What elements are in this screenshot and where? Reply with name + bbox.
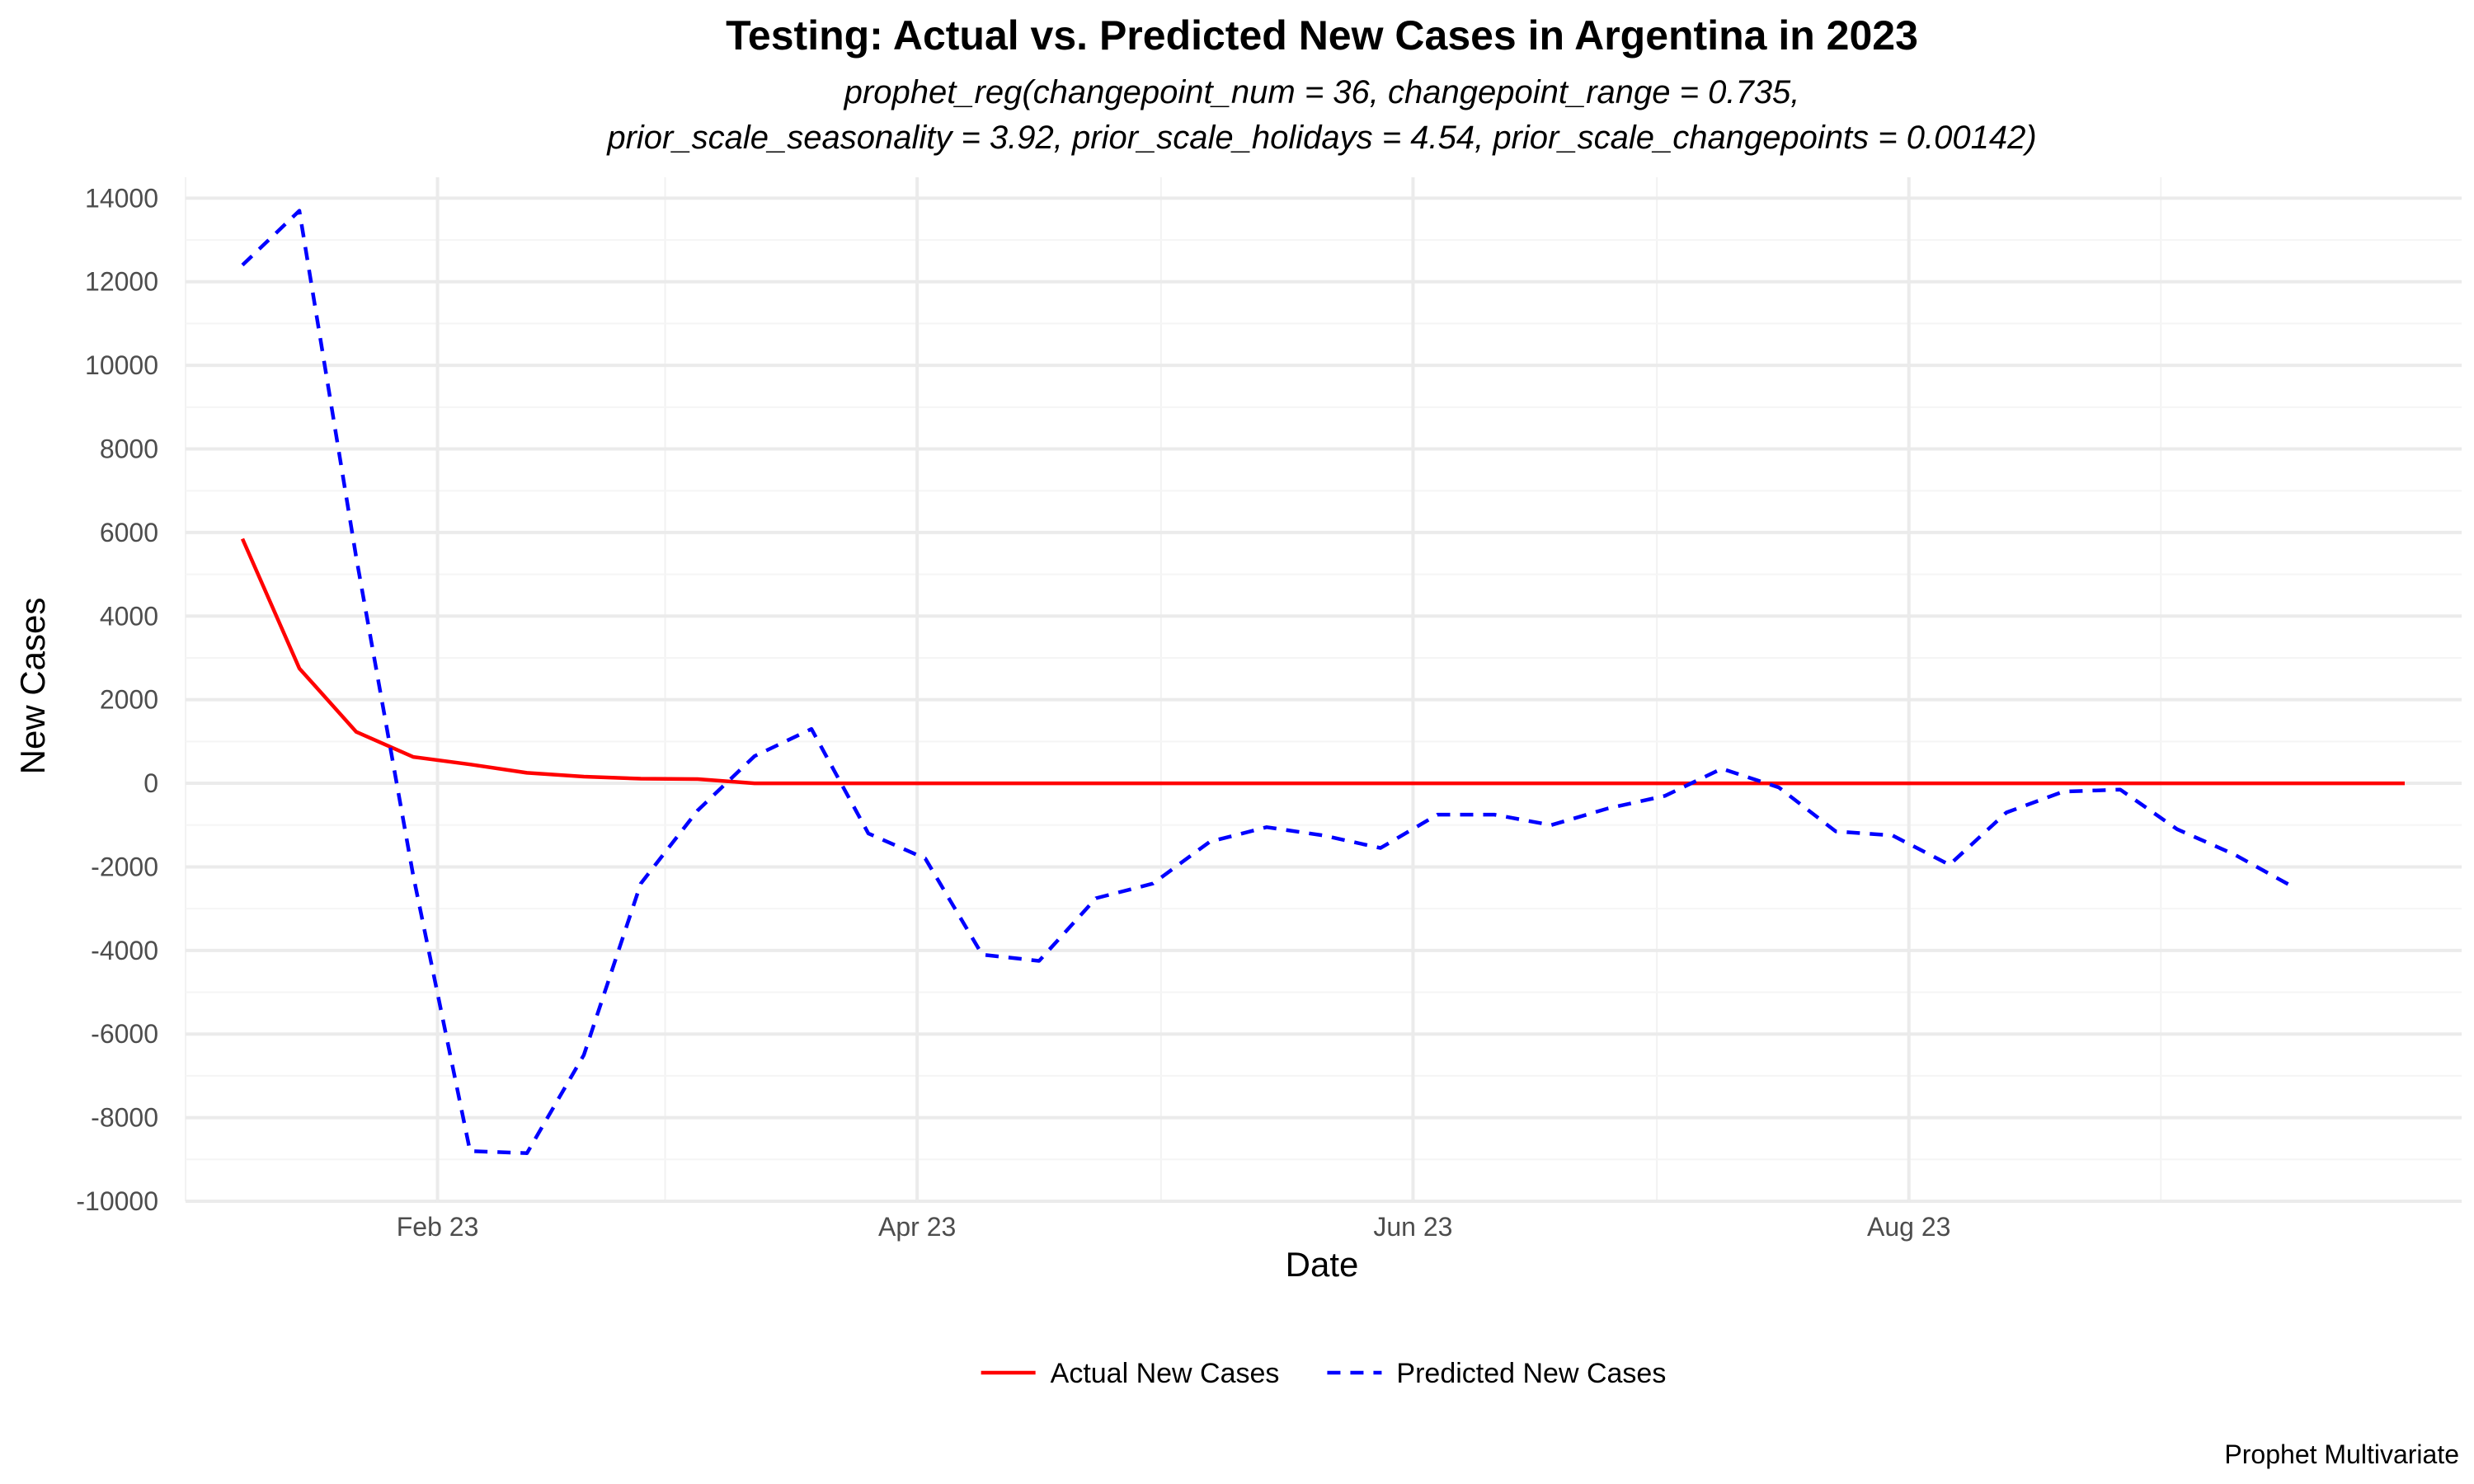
x-tick-label: Apr 23 <box>878 1212 956 1242</box>
chart-subtitle-line-1: prophet_reg(changepoint_num = 36, change… <box>844 74 1800 110</box>
series-line-predicted <box>241 209 2293 1155</box>
series-lines <box>240 209 2405 1155</box>
major-gridlines <box>186 177 2462 1203</box>
legend-label-actual: Actual New Cases <box>1051 1358 1280 1389</box>
x-axis-title: Date <box>1286 1245 1359 1284</box>
y-tick-label: 14000 <box>85 183 158 213</box>
y-axis-title: New Cases <box>13 598 52 775</box>
y-tick-label: -8000 <box>91 1103 158 1133</box>
y-tick-label: -6000 <box>91 1019 158 1049</box>
y-tick-label: 8000 <box>100 434 158 464</box>
y-tick-label: 10000 <box>85 350 158 380</box>
chart-subtitle-line-2: prior_scale_seasonality = 3.92, prior_sc… <box>606 120 2036 156</box>
y-tick-label: 12000 <box>85 267 158 297</box>
y-axis-tick-labels: 14000 12000 10000 8000 6000 4000 2000 0 -2000 -40… <box>76 183 158 1216</box>
y-tick-label: 4000 <box>100 601 158 631</box>
x-tick-label: Aug 23 <box>1867 1212 1950 1242</box>
y-tick-label: 0 <box>143 768 158 798</box>
x-axis-tick-labels: Feb 23 Apr 23 Jun 23 Aug 23 <box>397 1212 1951 1242</box>
chart-title: Testing: Actual vs. Predicted New Cases … <box>726 12 1918 59</box>
legend: Actual New Cases Predicted New Cases <box>981 1358 1666 1389</box>
x-tick-label: Feb 23 <box>397 1212 479 1242</box>
series-line-actual <box>240 538 2405 786</box>
y-tick-label: 6000 <box>100 518 158 547</box>
x-tick-label: Jun 23 <box>1373 1212 1452 1242</box>
legend-label-predicted: Predicted New Cases <box>1396 1358 1666 1389</box>
y-tick-label: 2000 <box>100 685 158 715</box>
y-tick-label: -10000 <box>76 1186 158 1216</box>
minor-gridlines <box>185 177 2462 1201</box>
y-tick-label: -4000 <box>91 936 158 965</box>
y-tick-label: -2000 <box>91 852 158 881</box>
chart-caption: Prophet Multivariate <box>2224 1439 2459 1469</box>
